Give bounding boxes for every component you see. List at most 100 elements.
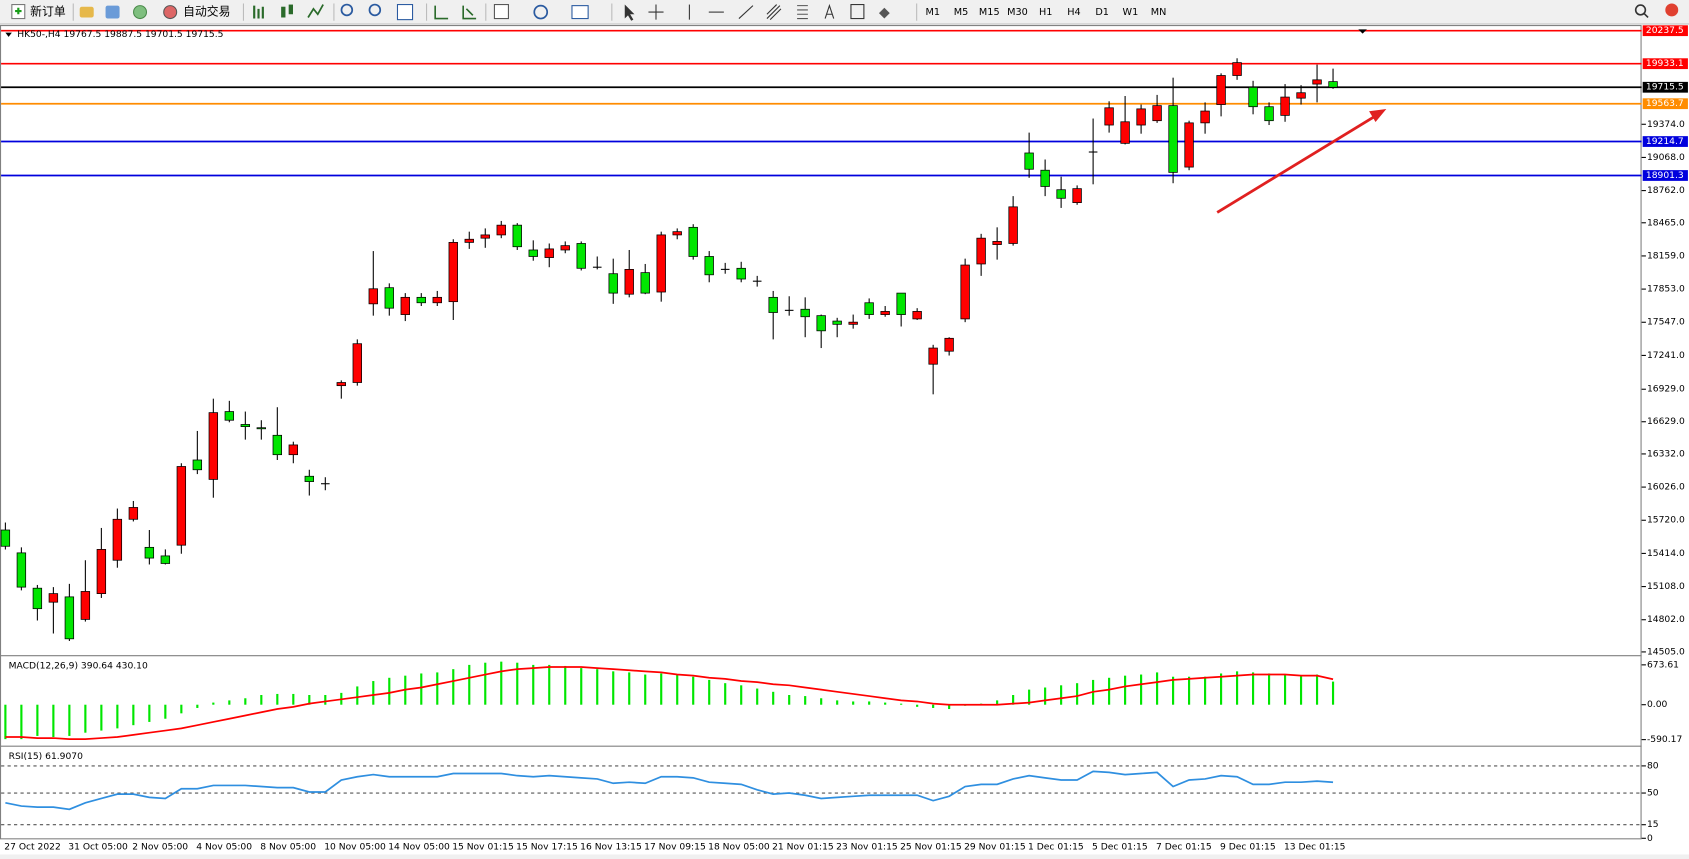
- rsi-line: [5, 770, 1334, 811]
- y-tick-label: 80: [1647, 761, 1659, 771]
- toolbar-bg: [0, 0, 1689, 24]
- candle-body: [160, 555, 171, 564]
- x-tick-label: 23 Nov 01:15: [836, 842, 898, 852]
- toolbar-icon[interactable]: [253, 5, 264, 19]
- candle-body: [992, 241, 1002, 245]
- tile-windows[interactable]: [396, 4, 414, 21]
- text-tool[interactable]: [824, 3, 835, 19]
- y-tick-label: 0: [1647, 834, 1653, 844]
- toolbar-icon[interactable]: [434, 5, 449, 20]
- crosshair-tool[interactable]: [648, 4, 664, 20]
- y-tick-label: 16629.0: [1647, 417, 1685, 427]
- candle-body: [528, 249, 538, 257]
- candle-body: [64, 596, 75, 640]
- timeframe-button[interactable]: M15: [979, 7, 1000, 18]
- cursor-tool[interactable]: [624, 4, 635, 21]
- y-tick-label: 17547.0: [1647, 318, 1685, 328]
- timeframe-button[interactable]: MN: [1151, 7, 1167, 18]
- new-order-button[interactable]: 新订单: [11, 4, 66, 20]
- timeframe-button[interactable]: M1: [926, 7, 941, 18]
- x-tick-label: 14 Nov 05:00: [388, 842, 450, 852]
- toolbar-icon[interactable]: [105, 5, 120, 19]
- candle-body: [272, 434, 283, 456]
- x-tick-label: 10 Nov 05:00: [324, 842, 386, 852]
- y-tick-label: 17853.0: [1647, 285, 1685, 295]
- candle-body: [464, 238, 474, 243]
- y-tick-label: 15108.0: [1647, 582, 1685, 592]
- candle-body: [736, 267, 746, 280]
- shapes-menu[interactable]: [878, 7, 890, 19]
- candle-body: [1232, 62, 1242, 76]
- x-tick-label: 27 Oct 2022: [4, 842, 61, 852]
- y-tick-label: 18159.0: [1647, 251, 1685, 261]
- y-tick-label: 15: [1647, 820, 1659, 830]
- candle-body: [1056, 189, 1066, 199]
- timeframe-button[interactable]: H4: [1067, 7, 1080, 18]
- plot: 19374.0 19068.0 18762.0 18465.0 18159.0 17853…: [0, 25, 1688, 852]
- x-tick-label: 31 Oct 05:00: [68, 842, 128, 852]
- candle-body: [672, 231, 682, 236]
- candle-body: [1328, 81, 1338, 88]
- rsi-header: RSI(15) 61.9070: [9, 752, 84, 762]
- level-price-box: [1642, 98, 1688, 110]
- toolbar-icon[interactable]: [133, 5, 148, 20]
- candle-body: [688, 226, 698, 257]
- level-price-box: [1642, 170, 1688, 181]
- candle-body: [512, 224, 522, 248]
- toolbar-icon[interactable]: [307, 4, 324, 18]
- candle-body: [352, 343, 362, 383]
- button-label: 自动交易: [183, 5, 230, 19]
- candle-body: [560, 245, 570, 251]
- candle-body: [608, 273, 618, 294]
- candle-body: [640, 272, 650, 294]
- candle-body: [256, 427, 267, 430]
- toolbar-icon[interactable]: [79, 6, 94, 18]
- zoom-in[interactable]: [340, 3, 354, 17]
- timeframe-button[interactable]: W1: [1123, 7, 1139, 18]
- toolbar-icon[interactable]: [288, 4, 293, 15]
- candle-body: [1104, 107, 1114, 126]
- fibo-tool[interactable]: [797, 5, 808, 20]
- candle-body: [208, 412, 219, 480]
- timeframe-button[interactable]: H1: [1039, 7, 1052, 18]
- trendline-tool[interactable]: [738, 5, 754, 19]
- search[interactable]: [1634, 4, 1647, 16]
- chart-frame: [0, 25, 1642, 840]
- candle-body: [1296, 92, 1306, 99]
- y-tick-label: 17241.0: [1647, 351, 1685, 361]
- timeframe-button[interactable]: D1: [1095, 7, 1109, 18]
- candle-body: [1200, 110, 1210, 124]
- x-tick-label: 1 Dec 01:15: [1028, 842, 1084, 852]
- candle-body: [1216, 75, 1226, 105]
- candle-body: [1184, 122, 1194, 168]
- candle-body: [816, 315, 826, 332]
- periods-menu[interactable]: [533, 4, 549, 20]
- toolbar-icon[interactable]: [281, 6, 286, 18]
- indicators-menu[interactable]: [493, 4, 509, 20]
- y-tick-label: -590.17: [1647, 735, 1682, 745]
- candle-body: [448, 242, 458, 303]
- zoom-out[interactable]: [368, 3, 382, 17]
- x-tick-label: 21 Nov 01:15: [772, 842, 834, 852]
- label-tool[interactable]: [850, 4, 865, 20]
- symbol-menu-arrow[interactable]: [5, 32, 12, 37]
- candle-body: [1264, 106, 1274, 122]
- candle-body: [368, 288, 378, 305]
- timeframe-button[interactable]: M30: [1007, 7, 1028, 18]
- toolbar-icon[interactable]: [462, 5, 477, 20]
- timeframe-button[interactable]: M5: [954, 7, 969, 18]
- icon: [163, 5, 178, 20]
- macd-signal-line: [5, 666, 1334, 741]
- candle-body: [384, 287, 394, 309]
- y-tick-label: 50: [1647, 789, 1659, 799]
- candle-body: [192, 459, 203, 471]
- notifications[interactable]: [1665, 3, 1679, 17]
- x-tick-label: 16 Nov 13:15: [580, 842, 642, 852]
- templates-menu[interactable]: [571, 5, 589, 20]
- candle-body: [864, 302, 874, 315]
- candle-body: [1072, 188, 1082, 203]
- channel-tool[interactable]: [766, 4, 782, 21]
- candle-body: [416, 296, 426, 304]
- auto-trading-button[interactable]: 自动交易: [163, 5, 231, 20]
